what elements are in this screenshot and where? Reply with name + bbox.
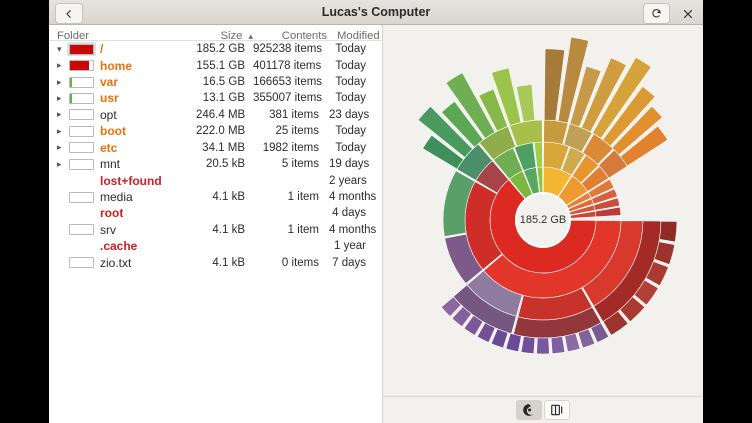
svg-text:185.2 GB: 185.2 GB [520, 214, 566, 226]
